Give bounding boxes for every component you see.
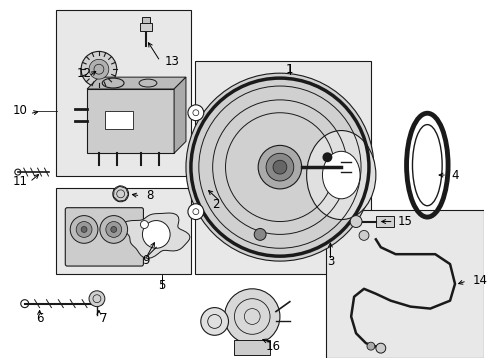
Ellipse shape — [322, 151, 359, 199]
Circle shape — [81, 226, 87, 233]
Circle shape — [358, 230, 368, 240]
Bar — [140, 23, 152, 31]
Circle shape — [187, 204, 203, 220]
Circle shape — [100, 216, 127, 243]
Text: 13: 13 — [164, 55, 179, 68]
Circle shape — [142, 221, 170, 248]
Text: 16: 16 — [265, 340, 280, 353]
Ellipse shape — [306, 131, 375, 220]
Text: 14: 14 — [472, 274, 487, 287]
Text: 4: 4 — [450, 168, 458, 181]
Circle shape — [89, 59, 109, 79]
Text: 3: 3 — [326, 255, 333, 267]
Bar — [194, 61, 370, 274]
Circle shape — [113, 186, 128, 202]
Circle shape — [201, 307, 228, 335]
Bar — [56, 10, 190, 176]
Circle shape — [272, 160, 286, 174]
Circle shape — [254, 229, 265, 240]
Bar — [104, 111, 132, 129]
Circle shape — [140, 221, 148, 229]
Text: 7: 7 — [100, 312, 107, 325]
Text: 1: 1 — [285, 63, 293, 76]
Circle shape — [322, 152, 332, 162]
Circle shape — [265, 153, 293, 181]
Circle shape — [366, 342, 374, 350]
Circle shape — [76, 221, 92, 237]
Text: 9: 9 — [142, 254, 150, 267]
Circle shape — [105, 221, 122, 237]
Text: 5: 5 — [158, 279, 165, 292]
Text: 15: 15 — [397, 215, 412, 228]
Circle shape — [81, 51, 117, 87]
Polygon shape — [122, 213, 189, 258]
Polygon shape — [174, 77, 185, 153]
Bar — [87, 89, 174, 153]
Polygon shape — [87, 77, 185, 89]
Circle shape — [187, 105, 203, 121]
Bar — [326, 210, 483, 358]
Bar — [142, 17, 150, 23]
Text: 2: 2 — [211, 198, 219, 211]
Bar — [234, 340, 269, 355]
Circle shape — [111, 226, 117, 233]
Circle shape — [258, 145, 301, 189]
Text: 12: 12 — [77, 67, 91, 80]
Circle shape — [89, 291, 104, 307]
Text: 10: 10 — [12, 104, 27, 117]
Circle shape — [224, 289, 279, 344]
FancyBboxPatch shape — [65, 208, 143, 266]
Text: 11: 11 — [12, 175, 27, 189]
Text: 8: 8 — [146, 189, 153, 202]
Text: 6: 6 — [36, 312, 43, 325]
Circle shape — [70, 216, 98, 243]
Circle shape — [375, 343, 385, 353]
Circle shape — [185, 73, 373, 261]
Circle shape — [349, 216, 361, 228]
Bar — [56, 188, 190, 274]
Bar — [375, 216, 393, 228]
